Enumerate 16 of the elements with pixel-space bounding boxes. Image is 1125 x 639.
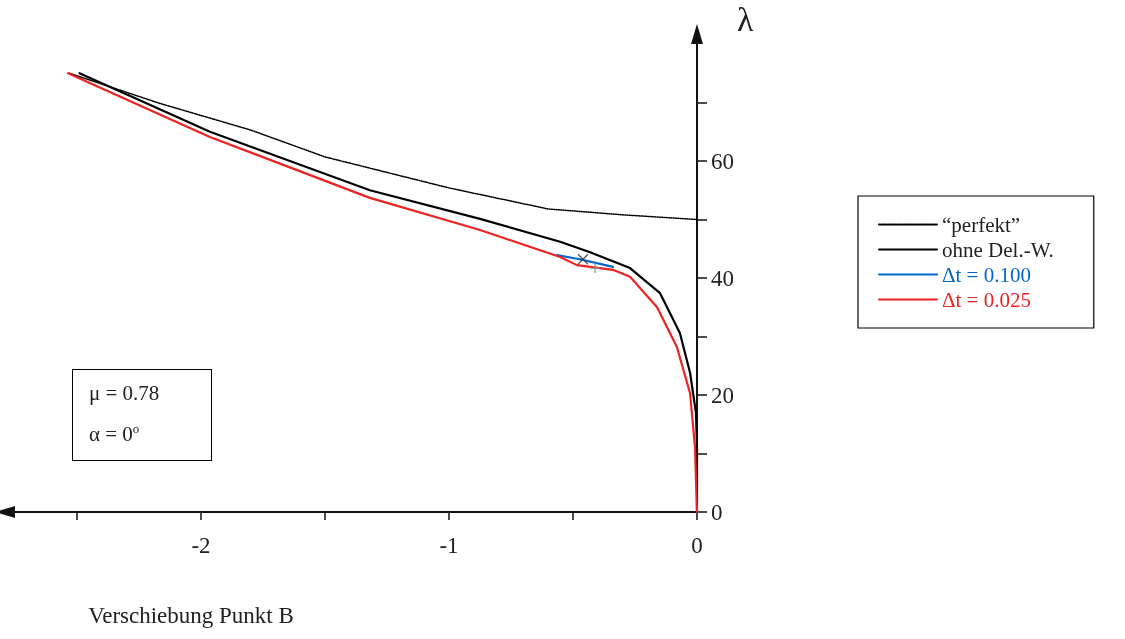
x-tick-label: -2	[191, 533, 211, 558]
x-axis-title: Verschiebung Punkt B	[88, 603, 294, 628]
legend-label: Δt = 0.025	[942, 287, 1031, 312]
annotation: α = 0$^{o}$	[89, 420, 141, 448]
x-tick-label: -1	[439, 533, 459, 558]
y-tick-label: 0	[711, 499, 723, 525]
x-tick-label: 0	[691, 533, 703, 558]
note-box: μ = 0.78 α = 0$^{o}$	[72, 369, 212, 461]
y-tick-label: 60	[711, 148, 734, 174]
legend-label: “perfekt”	[942, 212, 1021, 237]
annotation: μ = 0.78	[89, 380, 161, 407]
legend-label: ohne Del.-W.	[942, 237, 1054, 262]
y-tick-label: 20	[711, 382, 734, 408]
y-axis-title: λ	[737, 0, 754, 38]
y-tick-label: 40	[711, 265, 734, 291]
legend-label: Δt = 0.100	[942, 262, 1031, 287]
